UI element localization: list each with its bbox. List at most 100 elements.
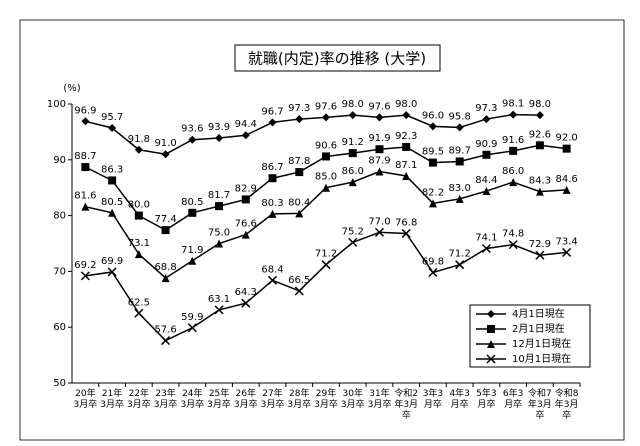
y-tick-label: 50 xyxy=(53,378,66,389)
data-label: 90.6 xyxy=(315,140,337,151)
data-label: 69.9 xyxy=(101,256,123,267)
marker xyxy=(322,152,330,161)
marker xyxy=(295,209,304,218)
marker xyxy=(481,243,491,254)
marker xyxy=(188,256,197,265)
marker xyxy=(81,202,90,211)
marker xyxy=(375,167,384,176)
data-label: 62.5 xyxy=(128,297,150,308)
data-label: 96.0 xyxy=(422,110,444,121)
data-label: 97.6 xyxy=(315,101,337,112)
data-label: 88.7 xyxy=(74,151,96,162)
data-label: 71.2 xyxy=(449,249,471,260)
data-label: 98.1 xyxy=(502,99,524,110)
data-label: 71.9 xyxy=(181,245,203,256)
data-label: 98.0 xyxy=(395,99,417,110)
marker xyxy=(188,208,197,217)
data-label: 96.7 xyxy=(261,106,283,117)
marker xyxy=(215,202,224,211)
data-label: 86.3 xyxy=(101,164,123,175)
data-label: 97.3 xyxy=(288,103,310,114)
data-label: 95.7 xyxy=(101,112,123,123)
marker xyxy=(187,323,197,333)
marker xyxy=(322,183,330,192)
data-label: 73.4 xyxy=(555,236,577,247)
marker xyxy=(401,228,411,238)
marker xyxy=(374,227,385,237)
data-label: 86.0 xyxy=(342,166,364,177)
marker xyxy=(509,178,518,187)
data-label: 97.6 xyxy=(368,101,390,112)
marker xyxy=(107,267,117,277)
x-tick-label: 30年3月卒 xyxy=(340,389,365,410)
data-label: 83.0 xyxy=(449,183,471,194)
data-label: 91.6 xyxy=(502,135,524,146)
data-label: 86.0 xyxy=(502,166,524,177)
marker xyxy=(108,208,117,217)
marker xyxy=(455,123,464,132)
frame xyxy=(19,19,625,441)
data-label: 81.7 xyxy=(208,190,230,201)
legend-label: 4月1日現在 xyxy=(512,308,565,320)
x-tick-label: 5年3月卒 xyxy=(476,389,497,410)
x-tick-label: 29年3月卒 xyxy=(314,389,338,410)
marker xyxy=(562,144,571,153)
data-label: 82.2 xyxy=(422,187,444,198)
data-label: 87.1 xyxy=(395,160,417,171)
marker xyxy=(108,123,117,132)
marker xyxy=(428,122,437,131)
marker xyxy=(375,113,384,122)
data-label: 93.6 xyxy=(181,124,203,135)
x-tick-label: 20年3月卒 xyxy=(73,389,98,410)
marker xyxy=(508,240,518,250)
marker xyxy=(535,187,544,196)
marker xyxy=(161,274,170,283)
data-label: 77.4 xyxy=(154,214,176,225)
marker xyxy=(535,111,544,120)
data-label: 59.9 xyxy=(181,312,203,323)
data-label: 72.9 xyxy=(529,239,551,250)
data-label: 90.9 xyxy=(475,139,497,150)
x-tick-label: 26年3月卒 xyxy=(233,389,258,410)
data-label: 91.0 xyxy=(154,138,176,149)
data-label: 91.9 xyxy=(368,133,390,144)
data-label: 82.9 xyxy=(235,183,257,194)
x-tick-label: 3年3月卒 xyxy=(422,389,444,410)
data-label: 97.3 xyxy=(475,103,497,114)
marker xyxy=(161,150,170,159)
data-label: 66.5 xyxy=(288,275,310,286)
marker xyxy=(535,250,545,260)
marker xyxy=(487,310,495,318)
marker xyxy=(562,247,572,257)
data-label: 86.7 xyxy=(261,162,283,173)
marker xyxy=(81,163,90,172)
data-label: 76.8 xyxy=(395,217,417,228)
marker xyxy=(348,149,357,158)
data-label: 89.5 xyxy=(422,147,444,158)
legend-label: 2月1日現在 xyxy=(512,323,565,335)
x-tick-label: 4年3月卒 xyxy=(449,389,470,410)
data-label: 63.1 xyxy=(208,294,230,305)
marker xyxy=(134,250,143,259)
y-tick-label: 60 xyxy=(53,322,66,333)
marker xyxy=(268,118,277,127)
x-tick-label: 27年3月卒 xyxy=(260,389,285,410)
data-label: 74.8 xyxy=(502,229,524,240)
marker xyxy=(486,354,496,364)
marker xyxy=(188,135,197,144)
marker xyxy=(487,325,495,333)
marker xyxy=(402,142,411,151)
data-label: 87.8 xyxy=(288,156,310,167)
x-tick-label: 令和7年3月卒 xyxy=(528,389,552,421)
title-box xyxy=(234,44,441,72)
data-label: 91.8 xyxy=(128,134,150,145)
x-tick-label: 令和2年3月卒 xyxy=(394,389,419,421)
x-tick-label: 21年3月卒 xyxy=(100,389,124,410)
marker xyxy=(215,134,224,143)
y-unit: (%) xyxy=(63,83,80,94)
data-label: 91.2 xyxy=(342,137,364,148)
data-label: 92.0 xyxy=(555,133,577,144)
chart-title: 就職(内定)率の推移 (大学) xyxy=(248,50,426,68)
marker xyxy=(482,187,491,196)
marker xyxy=(348,178,357,187)
